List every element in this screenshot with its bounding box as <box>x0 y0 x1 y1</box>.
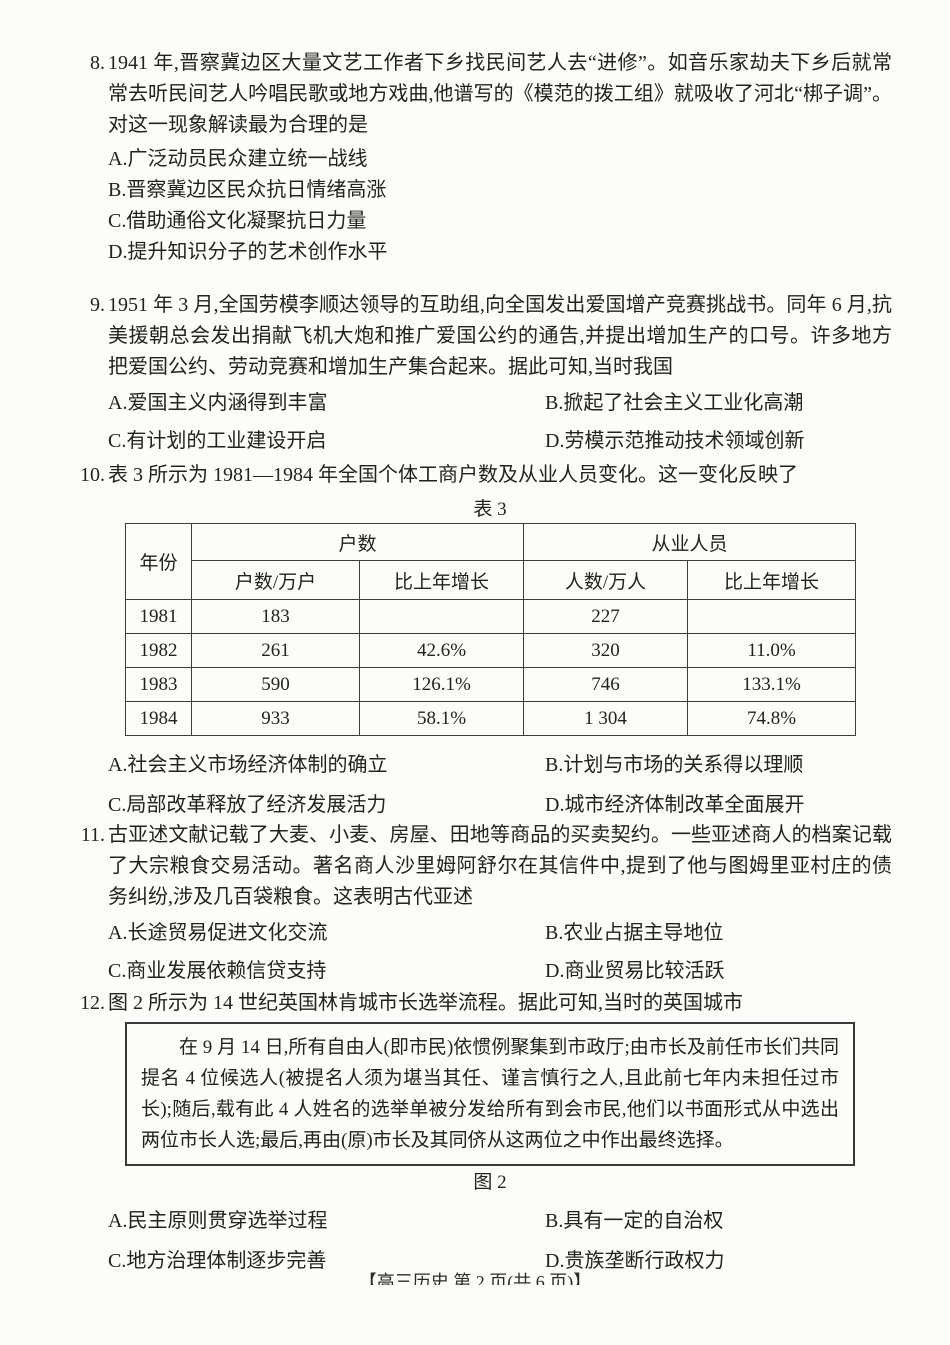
question-8-option-b: B.晋察冀边区民众抗日情绪高涨 <box>108 179 387 201</box>
table-cell: 1984 <box>125 701 192 736</box>
table-header-year: 年份 <box>125 523 192 600</box>
question-10-option-a: A.社会主义市场经济体制的确立 <box>108 754 388 776</box>
table-3-caption: 表 3 <box>473 499 507 520</box>
table-cell: 42.6% <box>358 633 525 668</box>
table-cell: 1 304 <box>523 701 689 736</box>
table-cell <box>687 599 857 634</box>
table-cell <box>358 599 525 634</box>
table-cell: 1981 <box>125 599 192 634</box>
question-9-stem: 1951 年 3 月,全国劳模李顺达领导的互助组,向全国发出爱国增产竞赛挑战书。… <box>108 294 892 378</box>
question-8-option-d: D.提升知识分子的艺术创作水平 <box>108 241 388 263</box>
table-header-persons: 人数/万人 <box>523 560 689 600</box>
question-8-option-c: C.借助通俗文化凝聚抗日力量 <box>108 210 367 232</box>
table-cell: 320 <box>523 633 689 668</box>
question-8-number: 8. <box>90 52 105 74</box>
figure-2-caption: 图 2 <box>473 1172 507 1193</box>
question-11-options: A.长途贸易促进文化交流 B.农业占据主导地位 C.商业发展依赖信贷支持 D.商… <box>108 918 892 987</box>
page-footer: 【高三历史 第 2 页(共 6 页)】 <box>0 1270 950 1285</box>
question-10-option-c: C.局部改革释放了经济发展活力 <box>108 794 387 816</box>
table-3: 年份 户数 从业人员 户数/万户 比上年增长 人数/万人 比上年增长 1981 … <box>125 523 857 736</box>
table-row: 1982 261 42.6% 320 11.0% <box>125 633 857 668</box>
question-12-option-c: C.地方治理体制逐步完善 <box>108 1250 327 1272</box>
question-9-number: 9. <box>90 294 105 316</box>
page-footer-text: 【高三历史 第 2 页(共 6 页)】 <box>358 1272 592 1285</box>
table-cell: 933 <box>191 701 360 736</box>
table-header-persons-growth: 比上年增长 <box>687 560 857 600</box>
table-row: 1981 183 227 <box>125 599 857 634</box>
table-header-households: 户数/万户 <box>191 560 360 600</box>
table-header-households-group: 户数 <box>190 523 525 561</box>
question-9-option-c: C.有计划的工业建设开启 <box>108 430 327 452</box>
table-header-households-growth: 比上年增长 <box>358 560 525 600</box>
question-8-options: A.广泛动员民众建立统一战线 B.晋察冀边区民众抗日情绪高涨 C.借助通俗文化凝… <box>108 144 892 268</box>
table-cell: 1983 <box>125 667 192 702</box>
question-10: 10. 表 3 所示为 1981—1984 年全国个体工商户数及从业人员变化。这… <box>80 460 892 821</box>
table-cell: 11.0% <box>687 633 857 668</box>
table-cell: 74.8% <box>687 701 857 736</box>
figure-2-text: 在 9 月 14 日,所有自由人(即市民)依惯例聚集到市政厅;由市长及前任市长们… <box>141 1037 839 1151</box>
question-11: 11. 古亚述文献记载了大麦、小麦、房屋、田地等商品的买卖契约。一些亚述商人的档… <box>81 820 892 987</box>
question-12: 12. 图 2 所示为 14 世纪英国林肯城市长选举流程。据此可知,当时的英国城… <box>80 988 892 1277</box>
table-cell: 227 <box>523 599 689 634</box>
question-12-number: 12. <box>80 992 105 1014</box>
question-11-option-d: D.商业贸易比较活跃 <box>545 960 725 982</box>
question-10-number: 10. <box>80 464 105 486</box>
question-10-option-d: D.城市经济体制改革全面展开 <box>545 794 805 816</box>
table-cell: 126.1% <box>358 667 525 702</box>
table-cell: 58.1% <box>358 701 525 736</box>
question-9-option-a: A.爱国主义内涵得到丰富 <box>108 392 328 414</box>
figure-2-box: 在 9 月 14 日,所有自由人(即市民)依惯例聚集到市政厅;由市长及前任市长们… <box>125 1022 855 1166</box>
table-cell: 746 <box>523 667 689 702</box>
table-cell: 1982 <box>125 633 192 668</box>
question-9: 9. 1951 年 3 月,全国劳模李顺达领导的互助组,向全国发出爱国增产竞赛挑… <box>90 290 892 457</box>
question-12-option-a: A.民主原则贯穿选举过程 <box>108 1210 328 1232</box>
question-11-option-b: B.农业占据主导地位 <box>545 922 724 944</box>
question-9-option-b: B.掀起了社会主义工业化高潮 <box>545 392 804 414</box>
table-row: 1983 590 126.1% 746 133.1% <box>125 667 857 702</box>
question-8: 8. 1941 年,晋察冀边区大量文艺工作者下乡找民间艺人去“进修”。如音乐家劫… <box>90 48 892 268</box>
question-11-number: 11. <box>80 824 105 846</box>
question-9-option-d: D.劳模示范推动技术领域创新 <box>545 430 805 452</box>
question-10-options: A.社会主义市场经济体制的确立 B.计划与市场的关系得以理顺 C.局部改革释放了… <box>108 750 892 821</box>
question-12-options: A.民主原则贯穿选举过程 B.具有一定的自治权 C.地方治理体制逐步完善 D.贵… <box>108 1206 892 1277</box>
question-8-option-a: A.广泛动员民众建立统一战线 <box>108 148 368 170</box>
question-11-option-a: A.长途贸易促进文化交流 <box>108 922 328 944</box>
question-10-option-b: B.计划与市场的关系得以理顺 <box>545 754 804 776</box>
table-row: 1984 933 58.1% 1 304 74.8% <box>125 701 857 736</box>
question-8-stem: 1941 年,晋察冀边区大量文艺工作者下乡找民间艺人去“进修”。如音乐家劫夫下乡… <box>108 52 892 136</box>
table-cell: 133.1% <box>687 667 857 702</box>
question-12-option-b: B.具有一定的自治权 <box>545 1210 724 1232</box>
table-header-employees-group: 从业人员 <box>523 523 857 561</box>
table-cell: 261 <box>191 633 360 668</box>
table-cell: 183 <box>191 599 360 634</box>
question-11-option-c: C.商业发展依赖信贷支持 <box>108 960 327 982</box>
question-9-options: A.爱国主义内涵得到丰富 B.掀起了社会主义工业化高潮 C.有计划的工业建设开启… <box>108 388 892 457</box>
question-12-option-d: D.贵族垄断行政权力 <box>545 1250 725 1272</box>
table-cell: 590 <box>191 667 360 702</box>
question-11-stem: 古亚述文献记载了大麦、小麦、房屋、田地等商品的买卖契约。一些亚述商人的档案记载了… <box>108 824 892 908</box>
question-12-stem: 图 2 所示为 14 世纪英国林肯城市长选举流程。据此可知,当时的英国城市 <box>108 992 743 1014</box>
question-10-stem: 表 3 所示为 1981—1984 年全国个体工商户数及从业人员变化。这一变化反… <box>108 464 798 486</box>
